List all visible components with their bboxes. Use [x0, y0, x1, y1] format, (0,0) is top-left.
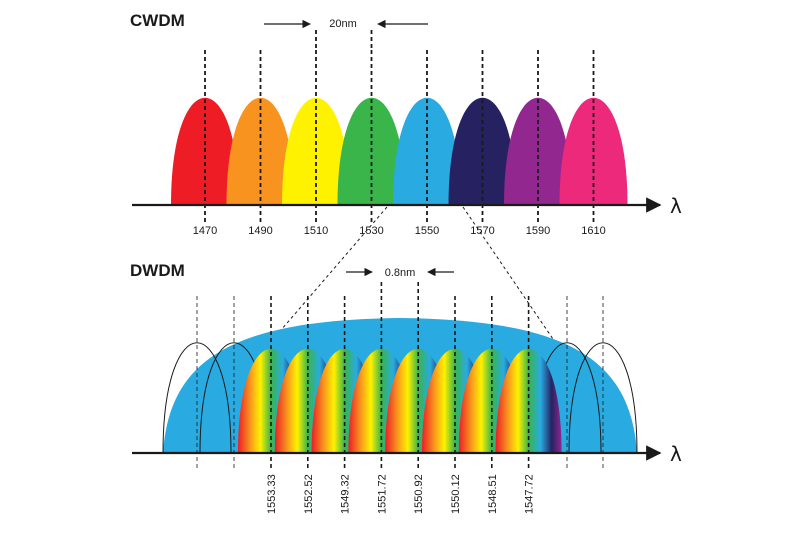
cwdm-tick-1570: 1570	[470, 225, 494, 237]
cwdm-title: CWDM	[130, 11, 185, 30]
dwdm-tick-1550.92: 1550.92	[413, 474, 425, 514]
cwdm-spacing-indicator: 20nm	[264, 18, 428, 30]
cwdm-tick-1590: 1590	[526, 225, 550, 237]
dwdm-outer-channel	[568, 342, 638, 454]
cwdm-bands	[171, 97, 628, 205]
dwdm-title: DWDM	[130, 261, 185, 280]
cwdm-tick-1470: 1470	[193, 225, 217, 237]
dwdm-tick-1552.52: 1552.52	[303, 474, 315, 514]
cwdm-section: CWDM λ 1470 1490 1510 1530 1550 1570 1590 1610 …	[130, 11, 682, 237]
dwdm-section: DWDM λ 1553.33 1552.52 1549.32 1551.72 1550.…	[130, 261, 682, 514]
dwdm-spacing-indicator: 0.8nm	[346, 267, 454, 279]
dwdm-bands	[238, 348, 562, 453]
dwdm-spacing-label: 0.8nm	[385, 267, 416, 279]
cwdm-markers	[204, 30, 595, 222]
dwdm-axis-symbol: λ	[670, 442, 682, 466]
dwdm-tick-1553.33: 1553.33	[266, 474, 278, 514]
dwdm-tick-1550.12: 1550.12	[450, 474, 462, 514]
cwdm-tick-1610: 1610	[581, 225, 605, 237]
cwdm-axis-symbol: λ	[670, 194, 682, 218]
dwdm-tick-1549.32: 1549.32	[340, 474, 352, 514]
dwdm-outer-channel	[162, 342, 232, 454]
dwdm-tick-1547.72: 1547.72	[524, 474, 536, 514]
cwdm-spacing-label: 20nm	[329, 18, 357, 30]
cwdm-tick-1490: 1490	[248, 225, 272, 237]
cwdm-tick-1550: 1550	[415, 225, 439, 237]
dwdm-band-1547.72	[495, 348, 562, 453]
dwdm-tick-1548.51: 1548.51	[487, 474, 499, 514]
dwdm-tick-labels: 1553.33 1552.52 1549.32 1551.72 1550.92 1550.…	[266, 474, 536, 514]
dwdm-markers	[270, 282, 530, 470]
zoom-line-left	[237, 206, 388, 381]
cwdm-tick-labels: 1470 1490 1510 1530 1550 1570 1590 1610	[193, 225, 606, 237]
dwdm-tick-1551.72: 1551.72	[376, 474, 388, 514]
cwdm-tick-1530: 1530	[359, 225, 383, 237]
cwdm-tick-1510: 1510	[304, 225, 328, 237]
